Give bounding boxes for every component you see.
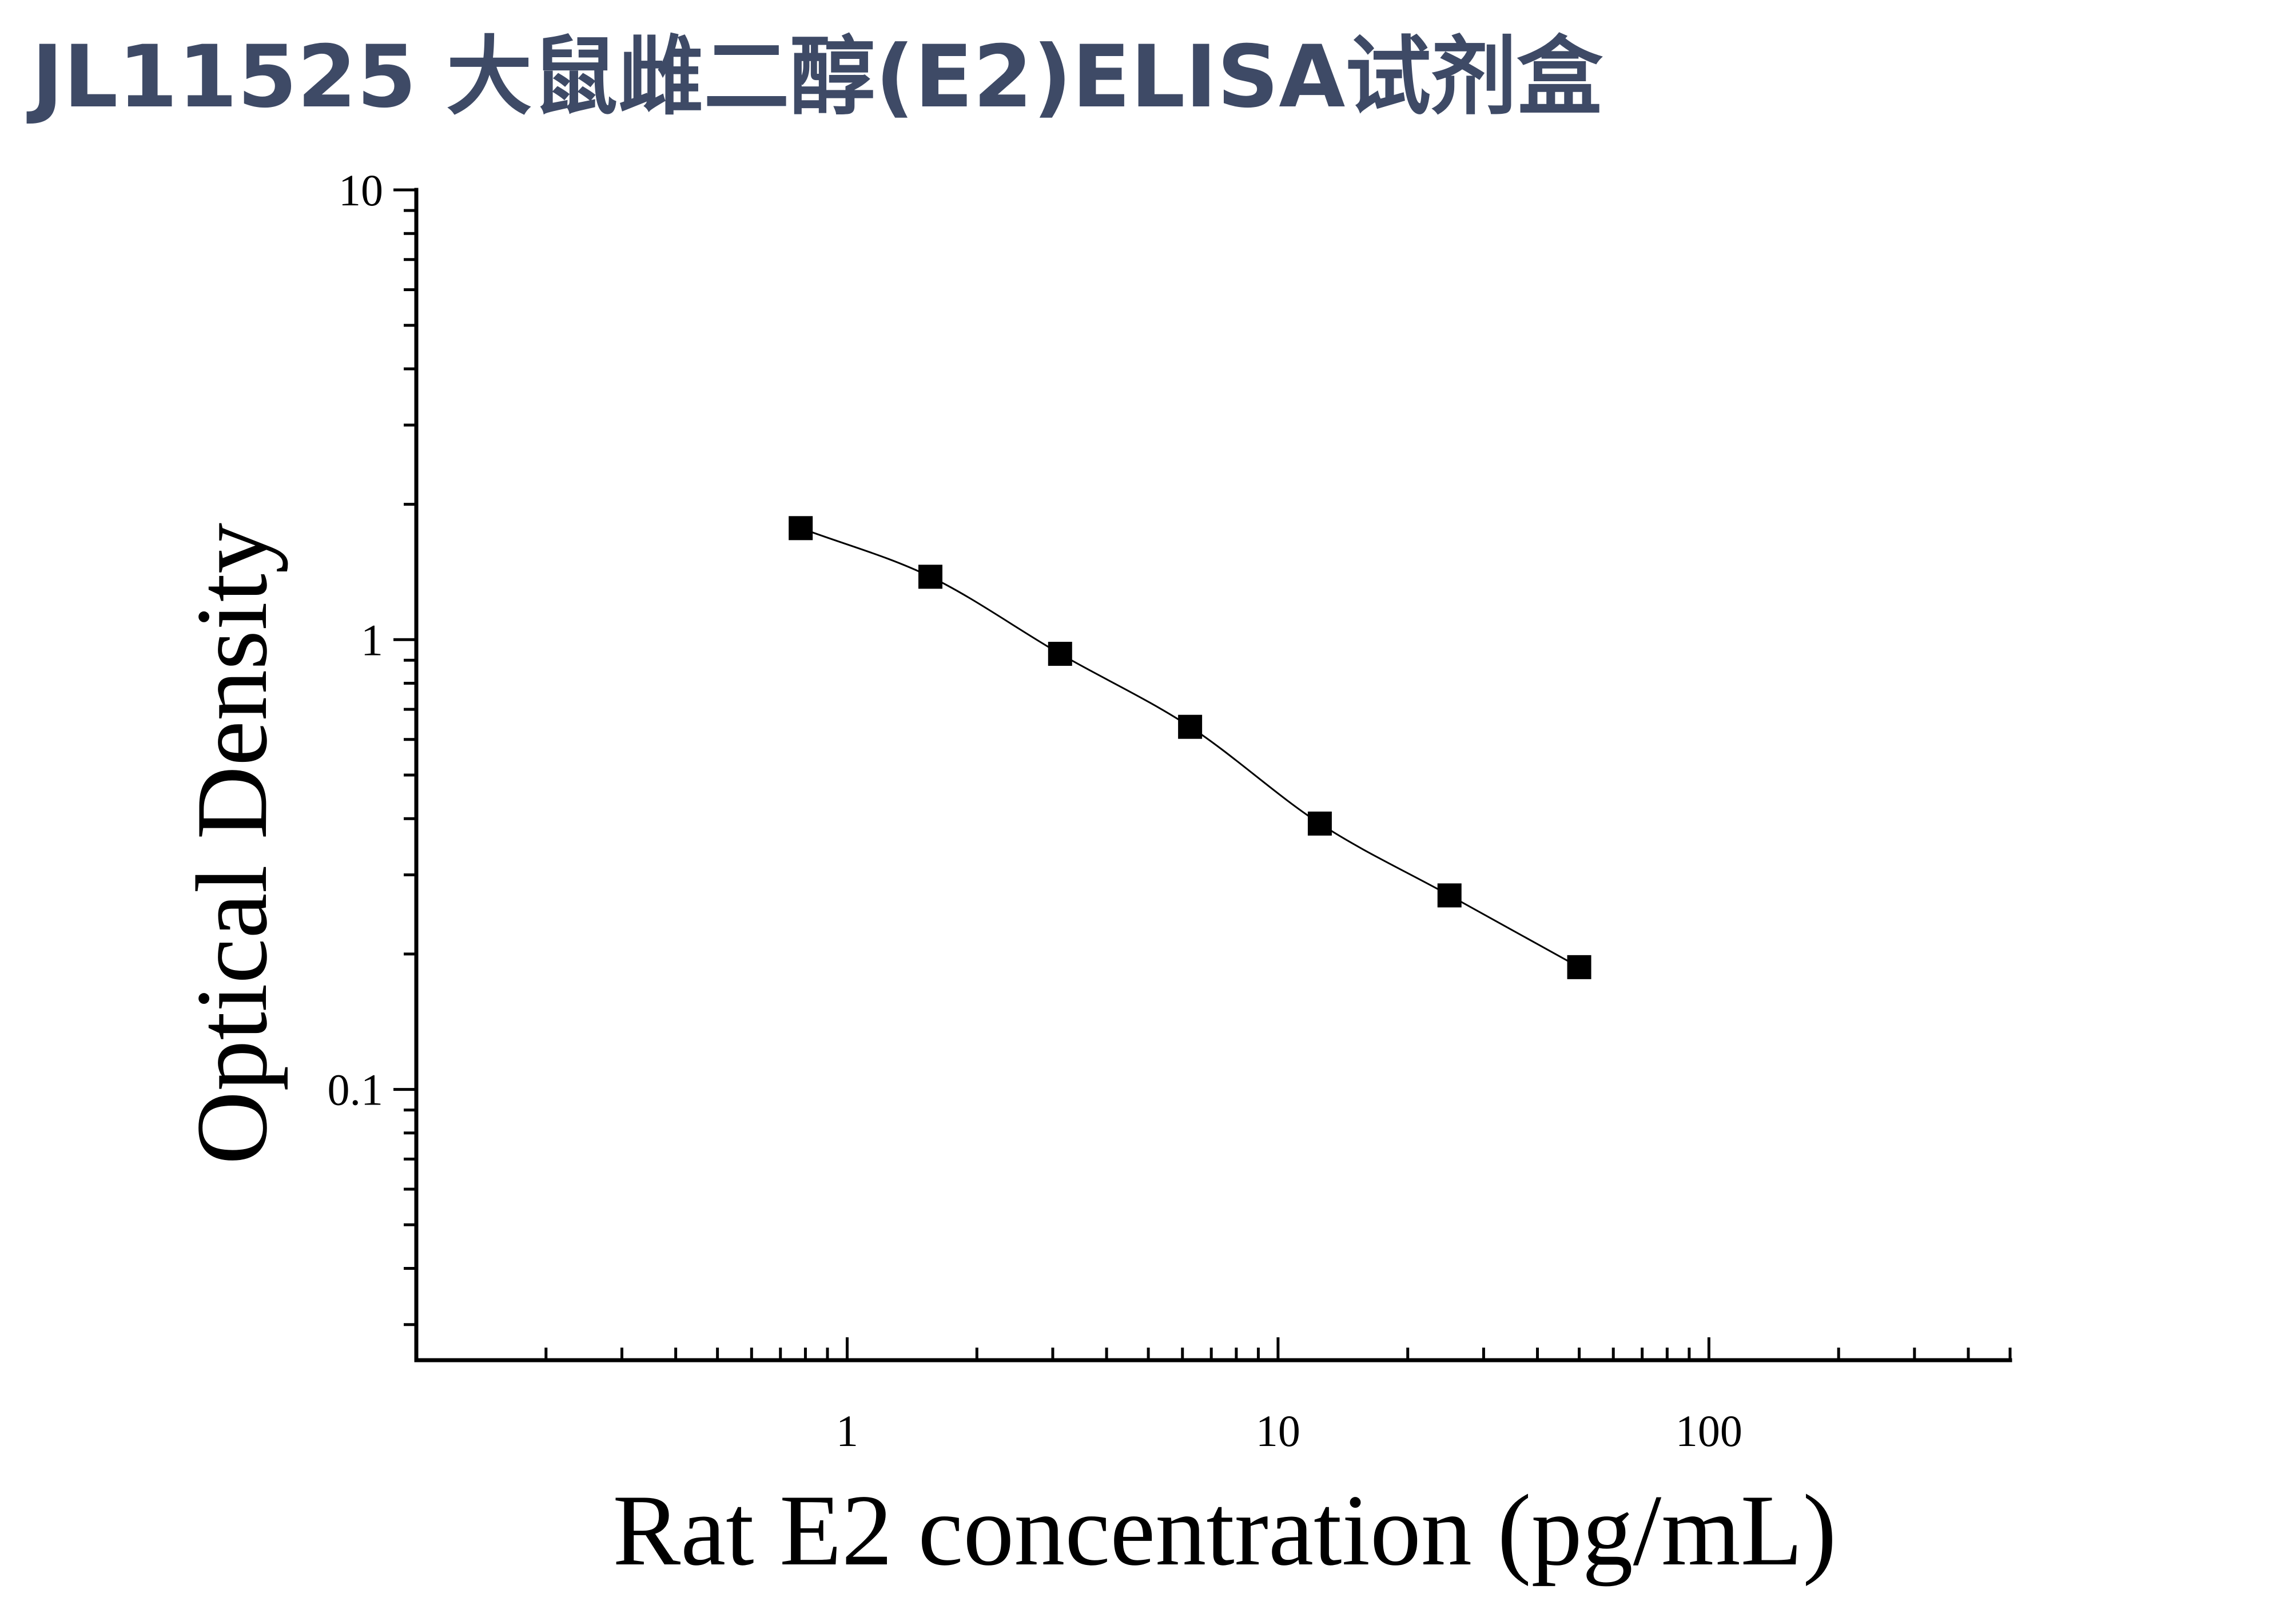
data-point [1048,642,1072,666]
data-points [789,516,1591,979]
data-point [918,565,942,589]
data-point [1567,955,1591,979]
axes [414,188,2012,1362]
x-tick-label: 100 [1676,1406,1742,1456]
data-point [1307,811,1332,836]
y-axis-title: Optical Density [175,523,288,1165]
data-point [1178,714,1203,739]
x-tick-label: 10 [1256,1406,1300,1456]
x-axis-title: Rat E2 concentration (pg/mL) [612,1473,1836,1587]
y-tick-label: 10 [339,165,383,215]
y-tick-label: 1 [361,615,383,665]
page-title: JL11525 大鼠雌二醇(E2)ELISA试剂盒 [31,27,1603,127]
fitted-curve [800,527,1580,968]
axis-ticks [393,188,2012,1360]
y-tick-label: 0.1 [328,1065,384,1115]
data-point [1437,883,1462,908]
x-tick-label: 1 [836,1406,858,1456]
data-point [789,516,813,541]
axis-tick-labels: 1 10 100 0.1 1 10 [328,165,1742,1456]
